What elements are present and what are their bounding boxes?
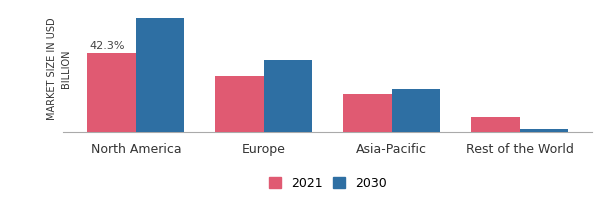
Legend: 2021, 2030: 2021, 2030 (269, 177, 387, 190)
Bar (136, 18, 185, 133)
Bar (520, 129, 568, 133)
Y-axis label: MARKET SIZE IN USD
BILLION: MARKET SIZE IN USD BILLION (47, 18, 71, 120)
Bar (471, 117, 520, 133)
Bar (87, 52, 136, 133)
Text: 42.3%: 42.3% (90, 41, 125, 51)
Bar (343, 94, 392, 133)
Bar (392, 89, 440, 133)
Bar (264, 60, 313, 133)
Bar (215, 76, 264, 133)
